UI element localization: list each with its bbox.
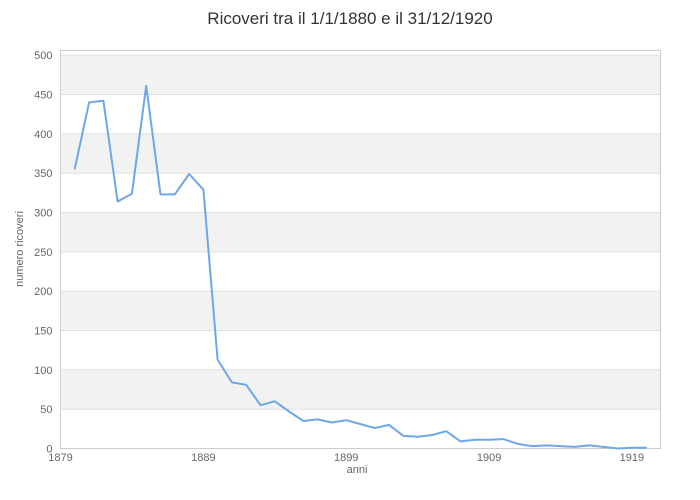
y-axis-labels: 0 50 100 150 200 250 300 350 400 450 500 <box>34 50 52 455</box>
y-tick-label: 400 <box>34 129 52 141</box>
x-tick-label: 1899 <box>334 452 358 464</box>
plot-area-border <box>60 50 661 449</box>
y-tick-label: 200 <box>34 286 52 298</box>
x-axis-labels: 1879 1889 1899 1909 1919 <box>48 452 644 464</box>
x-tick-label: 1889 <box>191 452 215 464</box>
y-tick-label: 50 <box>40 404 52 416</box>
y-tick-label: 100 <box>34 365 52 377</box>
x-tick-label: 1909 <box>477 452 501 464</box>
alternating-band <box>60 212 661 252</box>
y-axis-title: numero ricoveri <box>14 211 26 287</box>
alternating-band <box>60 55 661 95</box>
y-tick-label: 150 <box>34 326 52 338</box>
alternating-band <box>60 291 661 331</box>
series-line-ricoveri <box>73 84 648 450</box>
y-tick-label: 450 <box>34 90 52 102</box>
y-tick-label: 0 <box>46 444 52 456</box>
y-tick-label: 300 <box>34 208 52 220</box>
alternating-band <box>60 133 661 174</box>
chart-title: Ricoveri tra il 1/1/1880 e il 31/12/1920 <box>207 9 493 28</box>
x-axis-title: anni <box>347 464 368 476</box>
y-tick-label: 250 <box>34 247 52 259</box>
y-tick-label: 500 <box>34 50 52 62</box>
y-tick-label: 350 <box>34 168 52 180</box>
x-tick-label: 1879 <box>48 452 72 464</box>
band-layer <box>60 55 661 410</box>
alternating-band <box>60 369 661 410</box>
x-tick-label: 1919 <box>620 452 644 464</box>
